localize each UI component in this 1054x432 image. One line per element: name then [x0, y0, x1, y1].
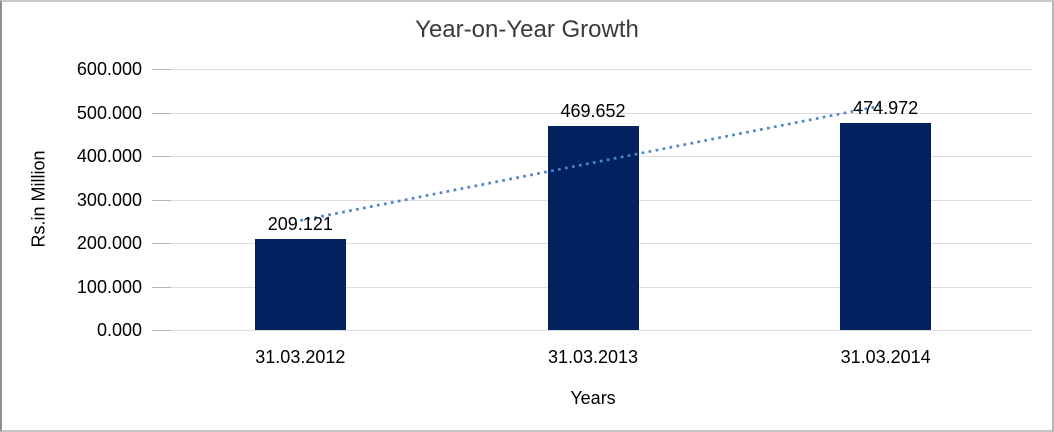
y-tick-label: 500.000: [76, 102, 142, 123]
y-tick-label: 300.000: [76, 189, 142, 210]
plot-area: [154, 69, 1032, 331]
y-axis-tick-mark: [152, 330, 171, 331]
y-axis-tick-mark: [152, 69, 171, 70]
data-label: 209.121: [267, 214, 333, 235]
y-tick-label: 100.000: [76, 276, 142, 297]
x-tick-label: 31.03.2013: [547, 347, 639, 367]
y-axis-tick-mark: [152, 286, 171, 288]
bar-31.03.2013: [547, 125, 639, 330]
x-tick-label: 31.03.2014: [840, 347, 931, 367]
data-label: 474.972: [853, 98, 919, 119]
y-axis-tick-mark: [152, 243, 171, 244]
y-tick-label: 200.000: [76, 233, 142, 253]
y-axis-tick-mark: [152, 156, 171, 157]
data-label: 469.652: [560, 100, 626, 121]
y-axis-tick-mark: [152, 112, 171, 114]
bar-31.03.2014: [840, 123, 932, 330]
gridline: [154, 69, 1032, 70]
chart-title: Year-on-Year Growth: [415, 16, 639, 43]
gridline: [154, 330, 1032, 331]
y-tick-label: 0.000: [96, 320, 142, 340]
bar-31.03.2012: [254, 239, 346, 330]
y-tick-label: 400.000: [76, 146, 142, 166]
x-tick-label: 31.03.2012: [255, 347, 346, 367]
x-axis-title: Years: [570, 388, 616, 408]
y-tick-label: 600.000: [76, 59, 142, 79]
y-axis-tick-mark: [152, 199, 171, 201]
